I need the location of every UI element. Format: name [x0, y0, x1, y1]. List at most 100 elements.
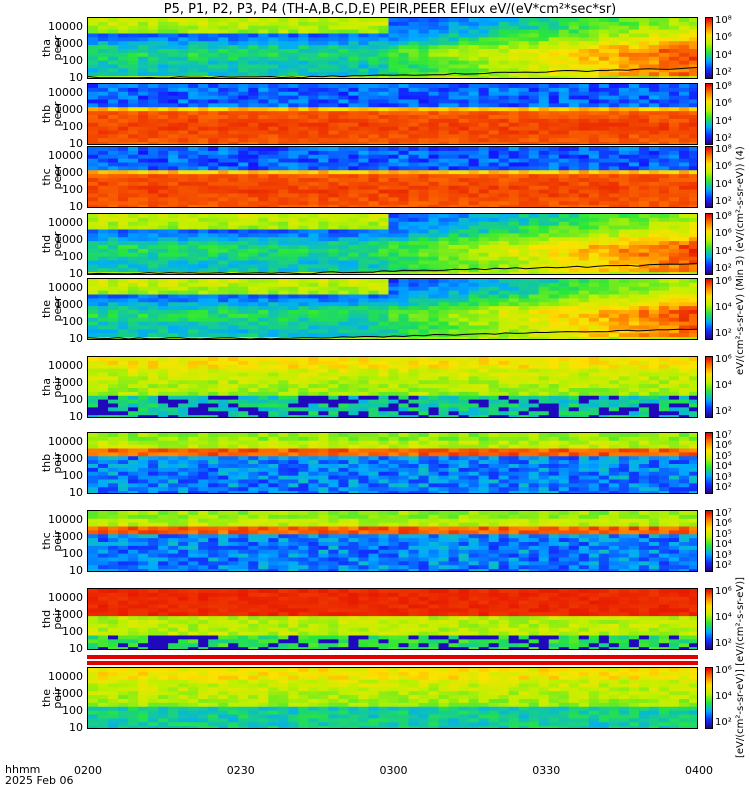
heatmap-cell: [638, 68, 650, 73]
heatmap-cell: [318, 205, 329, 207]
heatmap-cell: [98, 229, 109, 234]
heatmap-cell: [108, 134, 119, 139]
heatmap-cell: [408, 142, 420, 144]
heatmap-cell: [388, 286, 400, 292]
heatmap-cell: [638, 325, 650, 330]
heatmap-cell: [238, 193, 249, 198]
heatmap-cell: [578, 84, 590, 89]
heatmap-cell: [488, 21, 500, 27]
heatmap-cell: [558, 321, 570, 327]
heatmap-cell: [418, 248, 430, 254]
heatmap-cell: [538, 286, 550, 292]
heatmap-cell: [318, 272, 329, 274]
heatmap-cell: [518, 87, 530, 93]
heatmap-cell: [198, 310, 209, 315]
heatmap-cell: [348, 197, 360, 202]
heatmap-cell: [588, 29, 600, 35]
heatmap-cell: [138, 252, 149, 258]
heatmap-cell: [438, 290, 450, 296]
heatmap-cell: [248, 241, 259, 246]
heatmap-cell: [648, 245, 660, 250]
spectrogram-panel-tha-peir: [87, 356, 698, 418]
heatmap-cell: [368, 193, 380, 198]
heatmap-cell: [558, 150, 570, 156]
heatmap-cell: [638, 205, 650, 207]
heatmap-cell: [658, 298, 670, 303]
heatmap-cell: [258, 217, 269, 223]
heatmap-cell: [518, 237, 530, 242]
heatmap-cell: [528, 282, 540, 288]
heatmap-cell: [568, 298, 580, 303]
heatmap-cell: [168, 18, 179, 23]
heatmap-cell: [638, 264, 650, 269]
heatmap-cell: [678, 268, 690, 273]
heatmap-cell: [178, 178, 189, 183]
heatmap-cell: [508, 197, 520, 202]
heatmap-cell: [548, 229, 560, 234]
heatmap-cell: [338, 158, 350, 164]
heatmap-cell: [388, 241, 400, 246]
heatmap-cell: [668, 76, 680, 78]
heatmap-cell: [158, 118, 169, 124]
heatmap-cell: [358, 72, 370, 77]
heatmap-cell: [98, 233, 109, 238]
heatmap-cell: [388, 41, 400, 46]
heatmap-cell: [418, 233, 430, 238]
heatmap-cell: [608, 217, 620, 223]
heatmap-cell: [518, 321, 530, 327]
heatmap-cell: [168, 290, 179, 296]
heatmap-cell: [648, 170, 660, 175]
heatmap-cell: [468, 302, 480, 307]
heatmap-cell: [178, 221, 189, 227]
heatmap-cell: [318, 264, 329, 269]
heatmap-cell: [318, 325, 329, 330]
heatmap-cell: [538, 189, 550, 195]
heatmap-cell: [108, 111, 119, 116]
colorbar-tick-label: 10⁴: [715, 178, 732, 190]
heatmap-cell: [568, 321, 580, 327]
heatmap-cell: [538, 329, 550, 334]
heatmap-cell: [308, 64, 319, 69]
heatmap-cell: [458, 264, 470, 269]
heatmap-cell: [148, 60, 159, 66]
heatmap-cell: [198, 197, 209, 202]
heatmap-cell: [438, 286, 450, 292]
heatmap-cell: [228, 290, 239, 296]
heatmap-cell: [88, 201, 99, 206]
heatmap-cell: [258, 25, 269, 31]
heatmap-cell: [628, 185, 640, 191]
heatmap-cell: [388, 313, 400, 319]
heatmap-cell: [368, 84, 380, 89]
heatmap-cell: [138, 87, 149, 93]
heatmap-cell: [338, 313, 350, 319]
heatmap-cell: [488, 147, 500, 152]
heatmap-cell: [668, 91, 680, 97]
heatmap-cell: [488, 260, 500, 265]
heatmap-cell: [638, 185, 650, 191]
heatmap-cell: [678, 298, 690, 303]
heatmap-cell: [328, 260, 340, 265]
heatmap-cell: [388, 150, 400, 156]
heatmap-cell: [158, 115, 169, 120]
heatmap-cell: [508, 45, 520, 50]
heatmap-cell: [198, 294, 209, 299]
heatmap-cell: [608, 107, 620, 112]
heatmap-cell: [228, 103, 239, 108]
heatmap-cell: [238, 241, 249, 246]
heatmap-cell: [178, 166, 189, 171]
heatmap-cell: [498, 72, 510, 77]
heatmap-cell: [618, 205, 630, 207]
heatmap-cell: [508, 60, 520, 66]
heatmap-cell: [348, 313, 360, 319]
heatmap-cell: [538, 241, 550, 246]
heatmap-cell: [668, 45, 680, 50]
heatmap-cell: [468, 158, 480, 164]
heatmap-cell: [558, 248, 570, 254]
heatmap-cell: [388, 329, 400, 334]
heatmap-cell: [268, 302, 279, 307]
heatmap-cell: [238, 214, 249, 219]
heatmap-cell: [278, 229, 289, 234]
heatmap-cell: [408, 134, 420, 139]
heatmap-cell: [208, 282, 219, 288]
heatmap-cell: [558, 158, 570, 164]
